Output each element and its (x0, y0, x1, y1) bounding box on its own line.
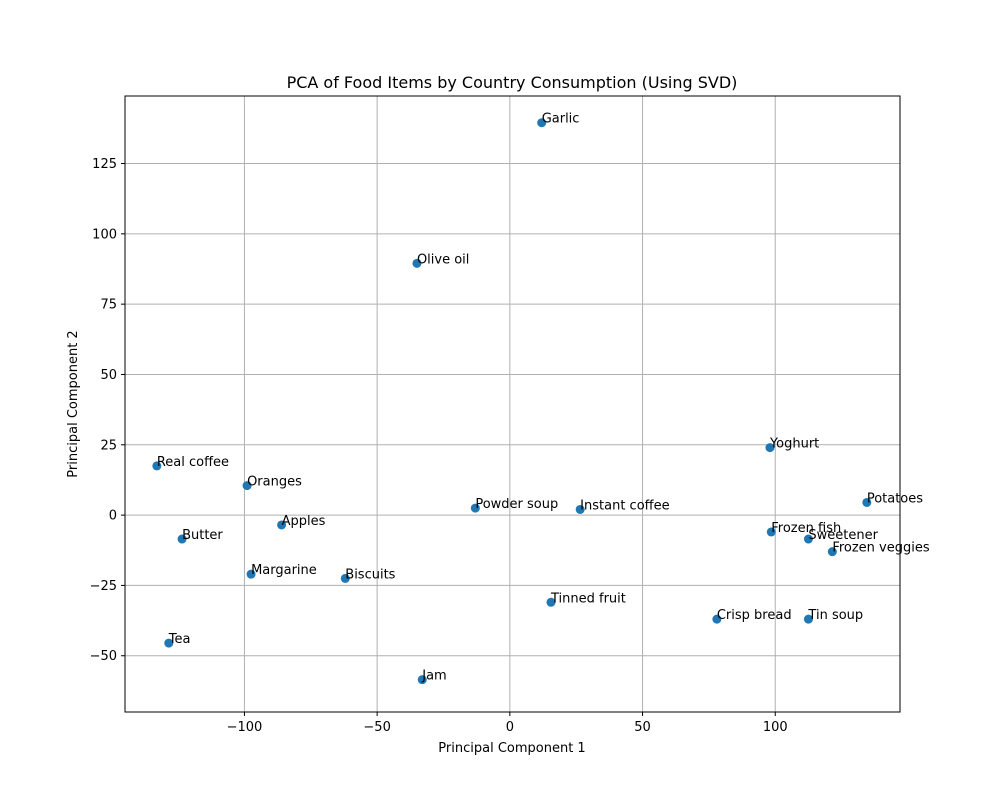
point-marker (246, 569, 256, 579)
point-label: Oranges (247, 475, 302, 490)
point-label: Yoghurt (769, 437, 819, 452)
y-tick-label: 50 (100, 368, 117, 383)
point-label: Butter (182, 528, 223, 543)
data-point: Sweetener (803, 528, 879, 544)
point-marker (152, 461, 162, 471)
data-point: Tin soup (803, 608, 863, 624)
data-point: Garlic (537, 112, 579, 128)
point-marker (164, 638, 174, 648)
point-label: Biscuits (345, 567, 395, 582)
point-marker (862, 497, 872, 507)
data-point: Crisp bread (712, 608, 792, 624)
point-label: Margarine (251, 563, 317, 578)
x-tick-label: −100 (227, 720, 263, 735)
point-marker (417, 675, 427, 685)
y-tick-label: 100 (92, 227, 117, 242)
y-axis-label: Principal Component 2 (66, 330, 81, 477)
data-point: Yoghurt (765, 437, 819, 453)
point-label: Tea (168, 632, 191, 647)
point-marker (537, 118, 547, 128)
point-label: Frozen fish (771, 521, 841, 536)
point-label: Frozen veggies (832, 541, 930, 556)
chart-title: PCA of Food Items by Country Consumption… (287, 73, 738, 92)
point-marker (412, 258, 422, 268)
point-label: Potatoes (867, 491, 923, 506)
point-label: Tin soup (807, 608, 863, 623)
point-label: Sweetener (808, 528, 878, 543)
x-tick-label: −50 (363, 720, 390, 735)
point-marker (712, 614, 722, 624)
x-axis-ticks: −100 −50 0 50 100 (227, 712, 788, 735)
data-point: Powder soup (470, 497, 558, 513)
point-marker (827, 547, 837, 557)
data-point: Jam (417, 669, 447, 685)
data-point: Frozen veggies (827, 541, 930, 557)
y-tick-label: −25 (90, 579, 117, 594)
data-point: Butter (177, 528, 223, 544)
x-tick-label: 0 (506, 720, 514, 735)
point-label: Garlic (542, 112, 580, 127)
plot-area-frame (124, 95, 901, 713)
data-point: Potatoes (862, 491, 923, 507)
point-marker (177, 534, 187, 544)
point-marker (277, 520, 287, 530)
data-point: Biscuits (340, 567, 396, 583)
point-marker (575, 504, 585, 514)
point-marker (340, 573, 350, 583)
data-point: Tinned fruit (546, 591, 626, 607)
y-tick-label: 125 (92, 157, 117, 172)
point-label: Jam (421, 669, 446, 684)
point-label: Instant coffee (580, 498, 669, 513)
point-label: Apples (282, 514, 326, 529)
y-tick-label: −50 (90, 649, 117, 664)
point-marker (803, 614, 813, 624)
point-marker (765, 443, 775, 453)
data-point: Frozen fish (766, 521, 841, 537)
point-marker (546, 597, 556, 607)
point-marker (242, 481, 252, 491)
y-tick-label: 0 (109, 509, 117, 524)
point-label: Crisp bread (717, 608, 792, 623)
y-tick-label: 25 (100, 438, 117, 453)
x-axis-label: Principal Component 1 (438, 741, 585, 756)
point-marker (803, 534, 813, 544)
point-marker (470, 503, 480, 513)
x-tick-label: 50 (634, 720, 651, 735)
point-label: Real coffee (157, 455, 229, 470)
point-label: Powder soup (475, 497, 558, 512)
data-point: Real coffee (152, 455, 229, 471)
x-tick-label: 100 (763, 720, 788, 735)
data-point: Apples (277, 514, 326, 530)
grid-lines (125, 96, 900, 712)
data-points: Garlic Olive oil Yoghurt Real coffee Oranges… (152, 112, 930, 685)
data-point: Oranges (242, 475, 302, 491)
data-point: Instant coffee (575, 498, 670, 514)
data-point: Tea (164, 632, 190, 648)
point-label: Tinned fruit (550, 591, 626, 606)
y-tick-label: 75 (100, 298, 117, 313)
data-point: Olive oil (412, 252, 469, 268)
point-marker (766, 527, 776, 537)
point-label: Olive oil (417, 252, 469, 267)
data-point: Margarine (246, 563, 317, 579)
y-axis-ticks: −50 −25 0 25 50 75 100 125 (90, 157, 125, 664)
